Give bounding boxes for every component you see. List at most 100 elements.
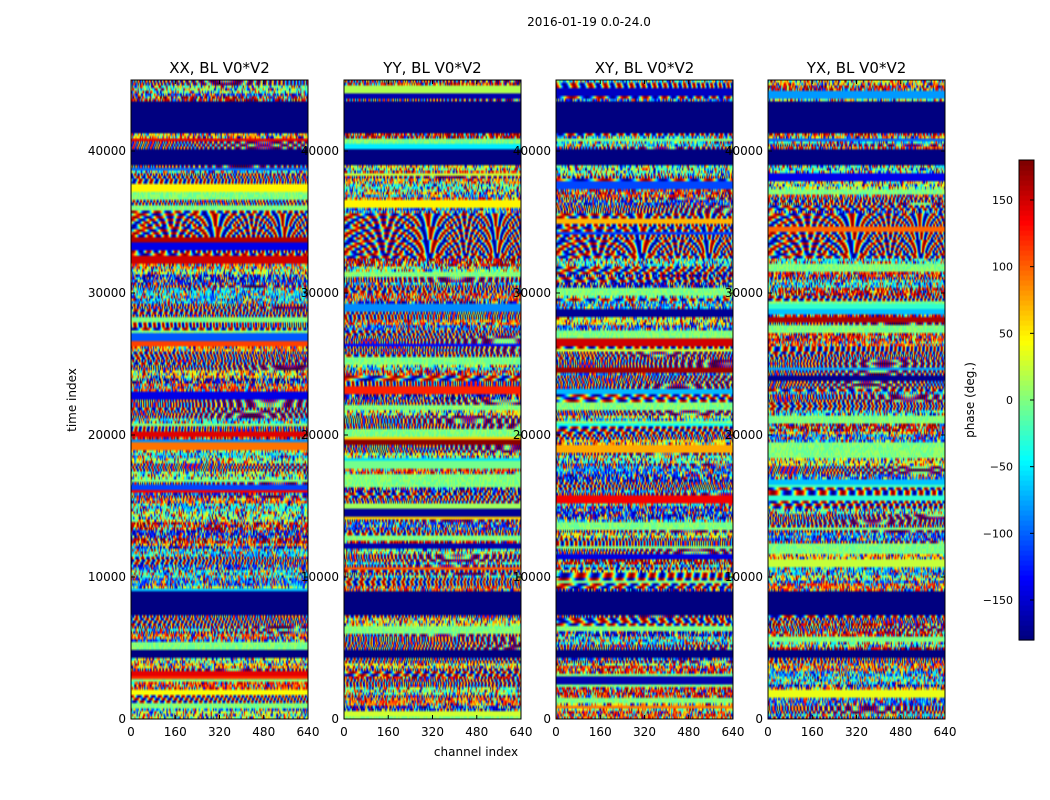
colorbar-band: [1019, 415, 1034, 421]
colorbar-band: [1019, 430, 1034, 436]
y-tick-label: 40000: [725, 144, 763, 158]
colorbar-band: [1019, 590, 1034, 596]
colorbar-band: [1019, 440, 1034, 446]
colorbar-band: [1019, 400, 1034, 406]
colorbar-band: [1019, 315, 1034, 321]
colorbar-band: [1019, 470, 1034, 476]
colorbar-band: [1019, 550, 1034, 556]
colorbar-band: [1019, 390, 1034, 396]
colorbar-tick-label: −100: [983, 527, 1013, 540]
colorbar-band: [1019, 535, 1034, 541]
colorbar-band: [1019, 575, 1034, 581]
y-tick-label: 0: [543, 712, 551, 726]
colorbar-band: [1019, 555, 1034, 561]
colorbar-band: [1019, 260, 1034, 266]
colorbar-band: [1019, 635, 1034, 641]
y-tick-label: 40000: [513, 144, 551, 158]
y-tick-label: 20000: [301, 428, 339, 442]
colorbar-band: [1019, 395, 1034, 401]
colorbar-band: [1019, 350, 1034, 356]
y-tick-label: 0: [755, 712, 763, 726]
colorbar-band: [1019, 335, 1034, 341]
x-tick-label: 320: [421, 725, 444, 739]
colorbar-band: [1019, 520, 1034, 526]
colorbar-band: [1019, 190, 1034, 196]
colorbar-band: [1019, 170, 1034, 176]
colorbar-band: [1019, 405, 1034, 411]
colorbar-band: [1019, 435, 1034, 441]
colorbar-band: [1019, 290, 1034, 296]
colorbar-band: [1019, 320, 1034, 326]
colorbar-band: [1019, 280, 1034, 286]
colorbar-band: [1019, 250, 1034, 256]
colorbar-band: [1019, 185, 1034, 191]
x-tick-label: 640: [510, 725, 533, 739]
x-tick-label: 160: [801, 725, 824, 739]
colorbar-tick-label: 50: [999, 327, 1013, 340]
heatmap-image: [131, 80, 308, 719]
colorbar-band: [1019, 285, 1034, 291]
x-tick-label: 640: [297, 725, 320, 739]
x-axis-label: channel index: [434, 745, 518, 759]
y-tick-label: 10000: [88, 570, 126, 584]
x-tick-label: 320: [633, 725, 656, 739]
y-tick-label: 30000: [513, 286, 551, 300]
y-tick-label: 10000: [513, 570, 551, 584]
y-tick-label: 40000: [301, 144, 339, 158]
colorbar-band: [1019, 210, 1034, 216]
panel-title: XY, BL V0*V2: [595, 59, 695, 77]
y-tick-label: 20000: [725, 428, 763, 442]
x-tick-label: 0: [764, 725, 772, 739]
colorbar-band: [1019, 215, 1034, 221]
colorbar-band: [1019, 255, 1034, 261]
y-tick-label: 30000: [301, 286, 339, 300]
x-tick-label: 320: [845, 725, 868, 739]
colorbar-gradient: [1019, 160, 1034, 641]
colorbar-band: [1019, 540, 1034, 546]
colorbar-band: [1019, 160, 1034, 166]
panel-4: YX, BL V0*V2 0 160 320 480 640 0 10000 20000 3000…: [725, 59, 957, 739]
x-tick-label: 160: [377, 725, 400, 739]
y-tick-label: 20000: [513, 428, 551, 442]
colorbar-band: [1019, 275, 1034, 281]
x-tick-label: 640: [722, 725, 745, 739]
panel-title: YY, BL V0*V2: [382, 59, 481, 77]
colorbar-band: [1019, 310, 1034, 316]
colorbar-band: [1019, 420, 1034, 426]
x-tick-label: 640: [934, 725, 957, 739]
colorbar-tick-label: −150: [983, 594, 1013, 607]
colorbar-band: [1019, 585, 1034, 591]
colorbar-band: [1019, 410, 1034, 416]
colorbar-band: [1019, 545, 1034, 551]
x-tick-label: 160: [589, 725, 612, 739]
colorbar-band: [1019, 475, 1034, 481]
colorbar-band: [1019, 295, 1034, 301]
colorbar-band: [1019, 225, 1034, 231]
colorbar-band: [1019, 200, 1034, 206]
colorbar-band: [1019, 355, 1034, 361]
colorbar-band: [1019, 615, 1034, 621]
colorbar-band: [1019, 465, 1034, 471]
colorbar-band: [1019, 480, 1034, 486]
colorbar-band: [1019, 230, 1034, 236]
x-tick-label: 480: [677, 725, 700, 739]
colorbar-tick-label: −50: [990, 461, 1013, 474]
x-tick-label: 480: [465, 725, 488, 739]
colorbar-band: [1019, 580, 1034, 586]
colorbar-band: [1019, 305, 1034, 311]
colorbar-tick-label: 100: [992, 261, 1013, 274]
y-tick-label: 30000: [88, 286, 126, 300]
heatmap-image: [768, 80, 945, 719]
colorbar-band: [1019, 505, 1034, 511]
colorbar-band: [1019, 180, 1034, 186]
y-tick-label: 20000: [88, 428, 126, 442]
colorbar-band: [1019, 240, 1034, 246]
colorbar-band: [1019, 515, 1034, 521]
x-tick-label: 480: [889, 725, 912, 739]
colorbar-band: [1019, 360, 1034, 366]
colorbar-band: [1019, 235, 1034, 241]
colorbar-band: [1019, 380, 1034, 386]
y-axis-label: time index: [65, 368, 79, 432]
colorbar-band: [1019, 165, 1034, 171]
y-tick-label: 10000: [301, 570, 339, 584]
